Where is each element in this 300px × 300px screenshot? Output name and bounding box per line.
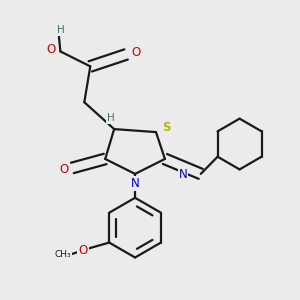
Text: H: H [107, 113, 115, 123]
Text: H: H [56, 25, 64, 35]
Text: O: O [78, 244, 88, 256]
Text: O: O [59, 163, 69, 176]
Text: CH₃: CH₃ [55, 250, 71, 259]
Text: S: S [162, 121, 171, 134]
Text: O: O [46, 44, 56, 56]
Text: O: O [131, 46, 140, 59]
Text: N: N [178, 168, 187, 181]
Text: N: N [131, 177, 140, 190]
